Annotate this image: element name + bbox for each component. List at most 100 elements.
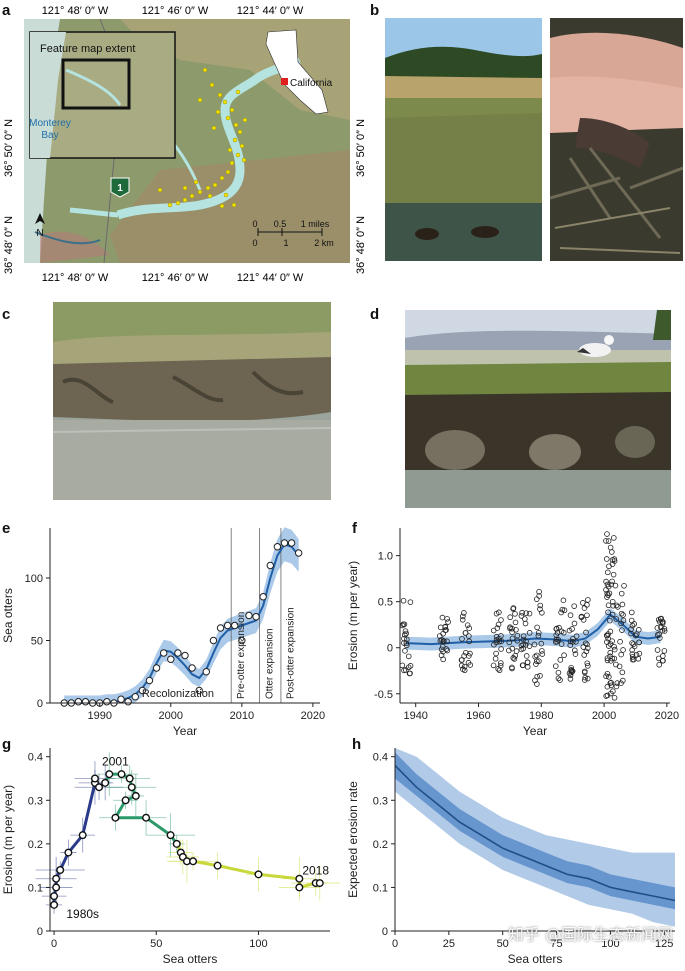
erosion-point	[613, 602, 620, 609]
x-axis-label: Sea otters	[163, 952, 218, 966]
svg-text:California: California	[290, 78, 333, 89]
erosion-point	[603, 556, 610, 562]
erosion-point	[618, 651, 624, 658]
erosion-point	[658, 624, 664, 631]
y-tick-label: 0.5	[378, 597, 393, 609]
state-marker-icon	[281, 78, 288, 85]
annotation-phase: Otter expansion	[264, 628, 275, 699]
erosion-point	[461, 610, 467, 616]
svg-text:1 miles: 1 miles	[301, 219, 330, 229]
erosion-point	[609, 598, 616, 605]
erosion-point	[584, 641, 590, 648]
data-point	[259, 593, 267, 601]
erosion-point	[526, 610, 533, 617]
erosion-point	[552, 663, 559, 669]
y-axis-label: Expected erosion rate	[346, 781, 360, 898]
erosion-point	[654, 625, 661, 631]
erosion-point	[509, 645, 516, 652]
erosion-point	[605, 602, 612, 609]
erosion-point	[561, 652, 567, 659]
erosion-point	[584, 660, 591, 667]
y-tick-label: 1.0	[378, 551, 393, 563]
erosion-point	[609, 561, 616, 567]
erosion-point	[493, 639, 500, 646]
svg-text:1: 1	[117, 183, 123, 194]
erosion-point	[659, 627, 666, 634]
data-point	[213, 861, 222, 870]
y-tick-label: 0.1	[28, 882, 43, 894]
erosion-point	[604, 594, 610, 600]
erosion-point	[620, 612, 626, 618]
erosion-point	[628, 630, 634, 637]
erosion-point	[581, 605, 588, 611]
erosion-point	[656, 661, 663, 668]
erosion-point	[439, 614, 446, 621]
data-point	[50, 900, 59, 909]
erosion-point	[402, 628, 409, 634]
erosion-point	[554, 629, 561, 636]
erosion-point	[534, 624, 540, 631]
erosion-point	[520, 645, 527, 652]
lat-label-right-1: 36° 50′ 0″ N	[355, 119, 367, 177]
erosion-point	[610, 571, 617, 578]
erosion-point	[522, 616, 528, 622]
panel-label-e: e	[2, 520, 11, 537]
lat-label-left-2: 36° 48′ 0″ N	[3, 216, 15, 274]
data-point	[159, 649, 168, 657]
erosion-point	[618, 610, 625, 617]
north-arrow-icon: N	[35, 213, 45, 239]
erosion-point	[569, 668, 576, 674]
erosion-point	[402, 648, 408, 654]
svg-text:Feature map extent: Feature map extent	[40, 43, 135, 55]
erosion-point	[584, 602, 590, 608]
erosion-point	[466, 633, 472, 639]
erosion-point	[633, 631, 640, 637]
erosion-point	[655, 655, 662, 662]
erosion-point	[607, 641, 614, 647]
y-tick-label: 0.4	[373, 752, 388, 764]
x-tick-label: 2020	[655, 710, 679, 722]
data-point	[287, 539, 296, 547]
erosion-point	[611, 646, 618, 653]
x-tick-label: 75	[550, 938, 562, 950]
otter-locations	[157, 67, 248, 209]
erosion-point	[612, 582, 619, 589]
data-point	[117, 770, 126, 779]
panel-label-d: d	[370, 306, 380, 323]
photo-crabs-in-hand	[550, 18, 683, 261]
erosion-point	[401, 631, 408, 638]
watermark: 知乎 @国际生态新闻网	[507, 925, 673, 944]
svg-text:1: 1	[283, 238, 288, 248]
erosion-point	[560, 597, 567, 604]
erosion-point	[604, 569, 611, 576]
erosion-point	[496, 635, 502, 642]
data-point	[174, 649, 182, 657]
erosion-point	[464, 622, 471, 628]
erosion-point	[608, 679, 614, 686]
annotation-2001: 2001	[102, 754, 129, 768]
erosion-point	[629, 640, 635, 646]
erosion-point	[603, 538, 609, 544]
erosion-point	[400, 597, 407, 604]
erosion-point	[609, 578, 615, 585]
erosion-point	[492, 655, 499, 662]
photo-gull-on-bank	[405, 310, 671, 508]
data-point	[223, 621, 232, 630]
slough-channel	[116, 57, 302, 220]
erosion-point	[605, 609, 611, 616]
erosion-point	[609, 549, 615, 555]
chart-sea-otter-counts: 1990 2000 2010 2020 0 50 100 Year Sea otters Reco…	[1, 527, 325, 735]
erosion-point	[510, 606, 516, 612]
erosion-point	[495, 666, 502, 672]
erosion-point	[538, 640, 545, 647]
erosion-point	[496, 667, 503, 674]
erosion-point	[614, 680, 621, 686]
erosion-point	[585, 663, 591, 669]
annotation-2018: 2018	[302, 863, 329, 877]
erosion-point	[660, 657, 666, 664]
data-point	[202, 668, 211, 676]
data-point	[245, 611, 253, 620]
y-tick-label: 0.3	[28, 795, 43, 807]
x-tick-label: 50	[150, 938, 162, 950]
fit-confidence-band	[406, 608, 661, 651]
